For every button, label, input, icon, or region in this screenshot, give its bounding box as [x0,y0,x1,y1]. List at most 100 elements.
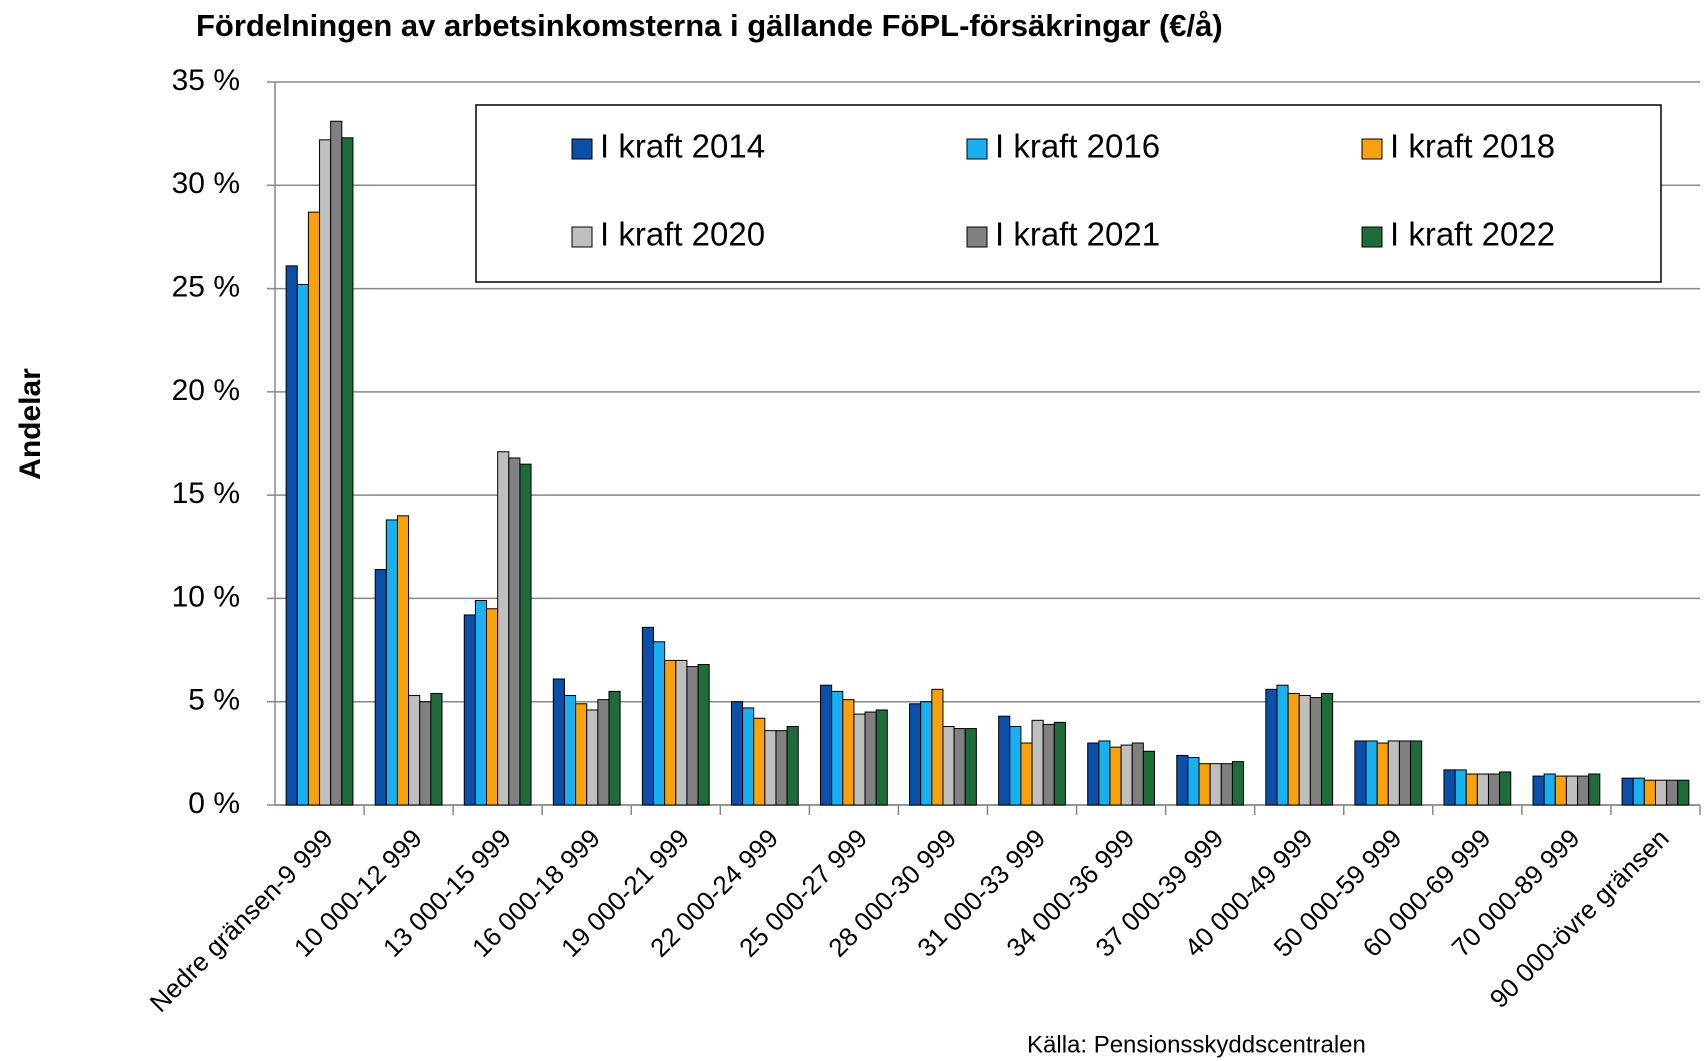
y-tick-label: 30 % [172,167,240,200]
bar [1532,775,1545,806]
bar [964,728,977,806]
bar [608,690,621,806]
bar [1320,692,1334,806]
legend-swatch [966,226,988,248]
legend-label: I kraft 2020 [600,216,765,253]
bar [396,515,410,806]
bar [842,699,855,806]
legend-label: I kraft 2016 [995,128,1160,165]
bar [1231,761,1245,806]
bar [586,709,599,806]
bar [1577,775,1590,806]
bar [1109,746,1122,806]
bar [1554,775,1567,806]
bar [1487,773,1501,806]
bar [675,659,688,806]
bar [875,709,888,806]
bar [1220,763,1233,806]
bar [998,715,1011,806]
bar [1198,763,1211,806]
source: Källa: Pensionsskyddscentralen [1027,1031,1366,1058]
legend-swatch [966,138,988,160]
bar [1387,740,1400,806]
bar [341,137,354,806]
legend-label: I kraft 2018 [1390,128,1555,165]
bar [597,699,610,806]
bar [1187,756,1200,806]
bar [764,730,777,806]
bar [1454,769,1467,806]
bar [942,726,955,806]
y-tick-label: 35 % [172,64,240,97]
bar [653,641,666,806]
bar [1365,740,1378,806]
bar [1298,695,1311,806]
bar [1276,684,1289,806]
bar [1354,740,1367,806]
bar [1654,779,1668,806]
bar [920,701,933,806]
legend-label: I kraft 2021 [995,216,1160,253]
bar [575,703,588,806]
bar [1053,721,1066,806]
bar [1042,723,1055,806]
bar [1176,754,1189,806]
bar [285,265,298,806]
bar [1443,769,1456,806]
bar [1621,777,1634,806]
bar [463,614,476,806]
bar [1398,740,1412,806]
legend-swatch [1361,226,1383,248]
chart-title: Fördelningen av arbetsinkomsterna i gäll… [196,8,1223,43]
bar [1543,773,1556,806]
legend-swatch [571,138,593,160]
bar [1565,775,1579,806]
bar [519,463,532,806]
bar [486,608,499,806]
y-axis-label: Andelar [14,368,47,480]
bar [664,659,677,806]
bar [1131,742,1144,806]
bar [1666,779,1679,806]
bar [1410,740,1423,806]
bar [931,688,944,806]
x-tick-label: 90 000-övre gränsen [1484,823,1675,1014]
bar [552,678,565,806]
bar [307,211,321,806]
bar [1020,742,1033,806]
bar [1265,688,1278,806]
bar [1120,744,1133,806]
bar [1098,740,1111,806]
bar [1087,742,1100,806]
bar [1287,692,1300,806]
bar [430,692,443,806]
bar [296,283,309,806]
legend-swatch [1361,138,1383,160]
bar [374,569,387,806]
legend-label: I kraft 2014 [600,128,765,165]
y-tick-label: 15 % [172,477,240,510]
bar [1009,726,1022,806]
bar [1309,697,1322,806]
bar [730,701,744,806]
legend-swatch [571,226,593,248]
bar [1677,779,1690,806]
y-tick-label: 20 % [172,374,240,407]
bar [1476,773,1489,806]
bar [753,717,766,806]
bar [641,626,655,806]
bar [330,120,343,806]
bar [1643,779,1656,806]
bar [408,695,421,806]
y-tick-label: 25 % [172,270,240,303]
bar [820,684,833,806]
bar [1142,750,1155,806]
legend-box [475,104,1662,283]
bar [686,666,699,806]
bar [419,701,432,806]
bar [1499,771,1512,806]
bar [1031,719,1044,806]
bar [1632,777,1645,806]
bar [1209,763,1222,806]
